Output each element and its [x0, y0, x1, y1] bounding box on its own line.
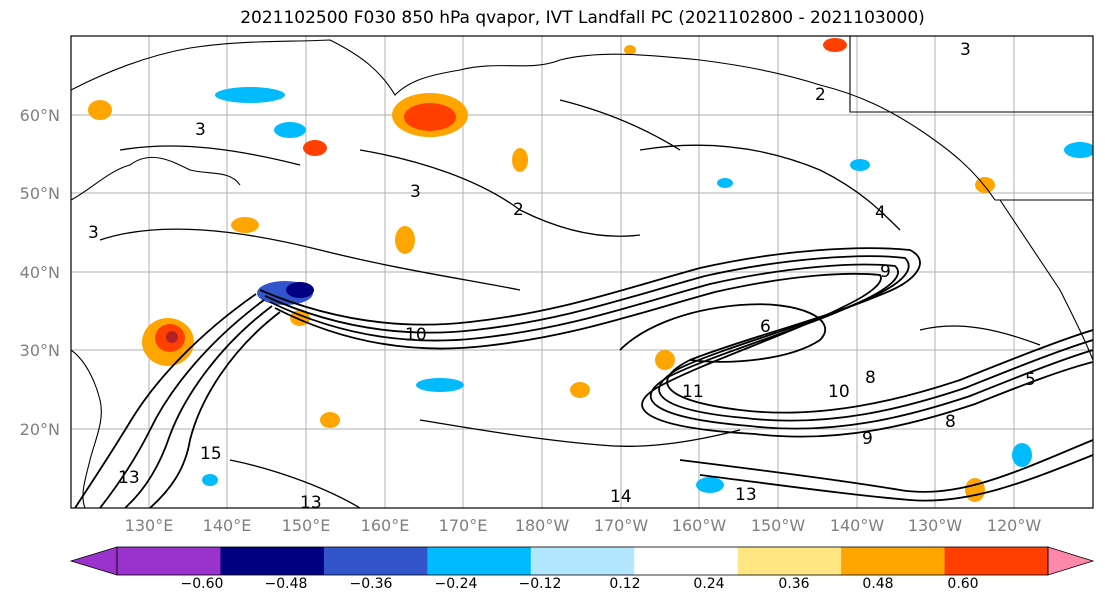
lat-label: 60°N	[20, 106, 60, 125]
colorbar-tick-label: 0.12	[609, 576, 640, 592]
colorbar-segment	[323, 547, 428, 575]
colorbar-segment	[634, 547, 739, 575]
lon-label: 140°E	[203, 516, 252, 535]
lon-label: 150°W	[751, 516, 806, 535]
map-frame	[70, 35, 1094, 509]
lat-label: 50°N	[20, 184, 60, 203]
lon-label: 130°E	[125, 516, 174, 535]
contour-label: 8	[945, 412, 956, 432]
latitude-labels: 60°N 50°N 40°N 30°N 20°N	[20, 106, 60, 439]
colorbar-segment	[220, 547, 325, 575]
colorbar-tick-label: −0.48	[265, 576, 308, 592]
colorbar-extend-max	[1047, 546, 1095, 576]
contour-label: 11	[682, 382, 704, 402]
contour-label: 6	[760, 317, 771, 337]
lon-label: 120°W	[987, 516, 1042, 535]
contour-label: 5	[1025, 370, 1036, 390]
colorbar-segment	[427, 547, 532, 575]
contour-label: 8	[865, 368, 876, 388]
colorbar-tick-label: −0.60	[181, 576, 224, 592]
contour-labels: 3 2 3 2 3 4 9 10 6 8 11 10 8 9 13 15 13 …	[88, 40, 1036, 513]
contour-label: 10	[828, 382, 850, 402]
colorbar-tick-label: −0.36	[350, 576, 393, 592]
colorbar-tick-label: 0.24	[693, 576, 724, 592]
lon-label: 180°W	[515, 516, 570, 535]
lon-label: 140°W	[830, 516, 885, 535]
map-content: 3 2 3 2 3 4 9 10 6 8 11 10 8 9 13 15 13 …	[71, 36, 1093, 513]
colorbar-tick-label: 0.60	[947, 576, 978, 592]
lon-label: 170°W	[594, 516, 649, 535]
colorbar-tick-label: 0.36	[778, 576, 809, 592]
contour-label: 3	[88, 223, 99, 243]
colorbar-segment	[530, 547, 635, 575]
contour-label: 3	[960, 40, 971, 60]
contour-label: 9	[880, 262, 891, 282]
colorbar-tick-label: 0.48	[862, 576, 893, 592]
lat-label: 40°N	[20, 263, 60, 282]
lon-label: 150°E	[282, 516, 331, 535]
lon-label: 170°E	[439, 516, 488, 535]
lon-label: 130°W	[908, 516, 963, 535]
contour-label: 13	[118, 468, 140, 488]
contour-label: 4	[875, 203, 886, 223]
colorbar-segment	[737, 547, 842, 575]
lat-label: 30°N	[20, 341, 60, 360]
coastlines	[71, 36, 1093, 508]
lon-label: 160°E	[361, 516, 410, 535]
contour-label: 13	[735, 485, 757, 505]
contour-label: 15	[200, 444, 222, 464]
lon-label: 160°W	[672, 516, 727, 535]
ivt-contours	[74, 247, 1093, 508]
contour-label: 14	[610, 487, 632, 507]
contour-label: 10	[405, 325, 427, 345]
colorbar-extend-min	[69, 546, 118, 576]
contour-label: 3	[410, 182, 421, 202]
colorbar-frame	[116, 546, 1049, 576]
colorbar	[69, 546, 1095, 576]
colorbar-segment	[841, 547, 946, 575]
contour-label: 13	[300, 493, 322, 513]
contour-label: 2	[513, 200, 524, 220]
colorbar-segment	[944, 547, 1049, 575]
contour-label: 2	[815, 85, 826, 105]
contour-label: 3	[195, 120, 206, 140]
longitude-labels: 130°E 140°E 150°E 160°E 170°E 180°W 170°…	[125, 516, 1042, 535]
map-title: 2021102500 F030 850 hPa qvapor, IVT Land…	[240, 8, 925, 28]
colorbar-tick-labels: −0.60 −0.48 −0.36 −0.24 −0.12 0.12 0.24 …	[181, 576, 979, 592]
minor-contours	[99, 99, 1041, 508]
colorbar-segment	[117, 547, 221, 575]
lat-label: 20°N	[20, 420, 60, 439]
colorbar-tick-label: −0.24	[435, 576, 478, 592]
contour-label: 9	[862, 429, 873, 449]
colorbar-tick-label: −0.12	[519, 576, 562, 592]
